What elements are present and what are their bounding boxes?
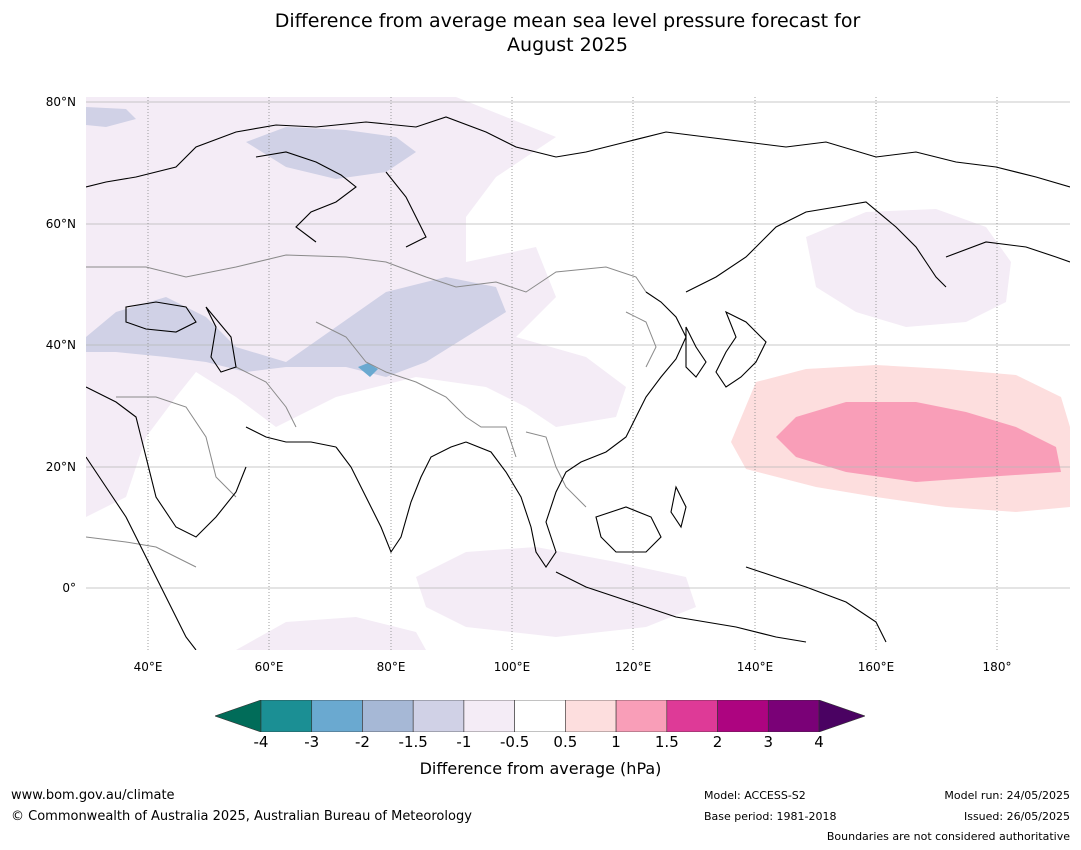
colorbar-tick-label: 2 xyxy=(712,733,723,751)
lat-label-40n: 40°N xyxy=(45,338,76,352)
lat-label-80n: 80°N xyxy=(45,95,76,109)
colorbar-tick-label: 4 xyxy=(814,733,824,751)
map-title: Difference from average mean sea level p… xyxy=(0,9,1081,57)
colorbar-segment xyxy=(362,700,414,732)
anomaly-region-pacific-pos-mid xyxy=(776,402,1061,482)
colorbar-segment xyxy=(717,700,769,732)
footer-copyright: © Commonwealth of Australia 2025, Austra… xyxy=(11,809,472,824)
lon-label-100e: 100°E xyxy=(493,660,531,674)
anomaly-region-indian-ocean xyxy=(416,547,696,637)
colorbar-segment xyxy=(615,700,668,732)
lat-label-20n: 20°N xyxy=(45,460,76,474)
lon-label-140e: 140°E xyxy=(736,660,774,674)
anomaly-shading xyxy=(86,97,1070,650)
anomaly-region-central-asia xyxy=(86,277,506,377)
colorbar-tick-label: -2 xyxy=(354,733,370,751)
anomaly-region-south-west xyxy=(236,617,426,650)
colorbar-segment xyxy=(412,700,465,732)
lon-label-80e: 80°E xyxy=(376,660,406,674)
anomaly-region-west-pacific-north xyxy=(806,209,1011,327)
coastlines xyxy=(86,116,1070,650)
colorbar-segment xyxy=(514,700,566,732)
colorbar-over-arrow xyxy=(818,700,865,732)
colorbar-tick-label: -1 xyxy=(456,733,472,751)
title-line-1: Difference from average mean sea level p… xyxy=(274,10,861,32)
colorbar-tick-label: -3 xyxy=(304,733,320,751)
colorbar-label: Difference from average (hPa) xyxy=(419,759,662,778)
colorbar-under-arrow xyxy=(215,700,262,732)
footer-model-run: Model run: 24/05/2025 xyxy=(944,789,1070,802)
anomaly-region-north-edge xyxy=(86,107,136,127)
country-borders xyxy=(86,254,657,568)
colorbar-segment xyxy=(767,700,820,732)
colorbar-segment xyxy=(666,700,718,732)
colorbar-segment xyxy=(311,700,363,732)
map-panel xyxy=(86,97,1070,650)
footer-website: www.bom.gov.au/climate xyxy=(11,788,175,803)
lon-label-60e: 60°E xyxy=(254,660,284,674)
colorbar xyxy=(215,700,865,732)
footer-base-period: Base period: 1981-2018 xyxy=(704,810,837,823)
colorbar-segment xyxy=(260,700,313,732)
lon-label-160e: 160°E xyxy=(857,660,895,674)
lon-label-40e: 40°E xyxy=(133,660,163,674)
anomaly-region-north-eurasia xyxy=(86,97,626,517)
footer-disclaimer: Boundaries are not considered authoritat… xyxy=(826,830,1070,843)
lat-label-60n: 60°N xyxy=(45,217,76,231)
anomaly-spot-tibet xyxy=(358,363,378,377)
colorbar-tick-label: -0.5 xyxy=(499,733,530,751)
title-line-2: August 2025 xyxy=(507,34,628,56)
lon-label-120e: 120°E xyxy=(614,660,652,674)
colorbar-segment xyxy=(565,700,617,732)
footer-issued: Issued: 26/05/2025 xyxy=(963,810,1070,823)
colorbar-segment xyxy=(463,700,515,732)
colorbar-tick-label: -1.5 xyxy=(398,733,428,751)
graticule xyxy=(86,101,1070,589)
anomaly-region-scandinavia-russia xyxy=(246,127,416,179)
colorbar-tick-label: 1.5 xyxy=(654,733,679,751)
colorbar-tick-label: 0.5 xyxy=(553,733,578,751)
lon-label-180: 180° xyxy=(982,660,1012,674)
footer-model: Model: ACCESS-S2 xyxy=(704,789,806,802)
colorbar-tick-label: 3 xyxy=(763,733,774,751)
lat-label-0: 0° xyxy=(62,581,76,595)
colorbar-tick-label: -4 xyxy=(253,733,269,751)
map-canvas xyxy=(86,97,1070,650)
colorbar-tick-label: 1 xyxy=(611,733,621,751)
